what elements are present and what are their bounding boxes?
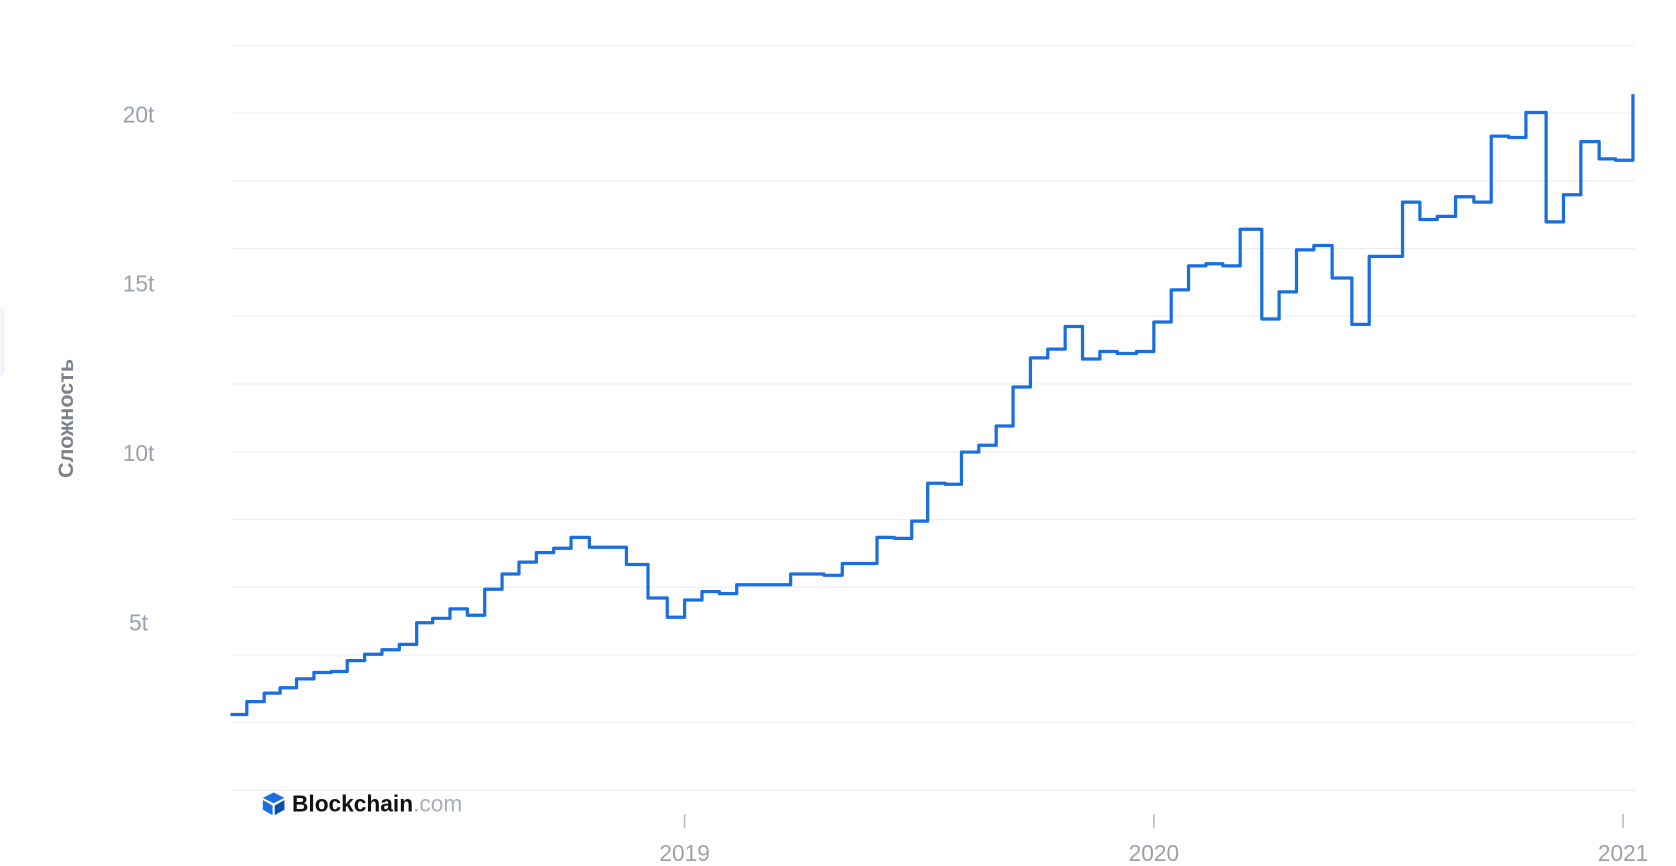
- watermark-brand: Blockchain: [292, 790, 413, 816]
- logo-left: [262, 800, 273, 816]
- y-tick-label: 15t: [123, 271, 155, 297]
- watermark-text: Blockchain.com: [292, 790, 462, 816]
- y-tick-label: 10t: [123, 440, 155, 466]
- x-tick-label: 2021: [1598, 840, 1648, 866]
- logo-top: [262, 792, 285, 804]
- watermark: Blockchain.com: [262, 790, 462, 816]
- y-tick-label: 20t: [123, 101, 155, 127]
- watermark-suffix: .com: [413, 790, 462, 816]
- difficulty-line: [230, 94, 1635, 717]
- y-tick-label: 5t: [129, 609, 149, 635]
- logo-right: [274, 800, 285, 816]
- x-tick-label: 2020: [1129, 840, 1179, 866]
- side-tab: [0, 307, 4, 376]
- y-axis-title: Сложность: [53, 359, 78, 478]
- x-tick-label: 2019: [659, 840, 709, 866]
